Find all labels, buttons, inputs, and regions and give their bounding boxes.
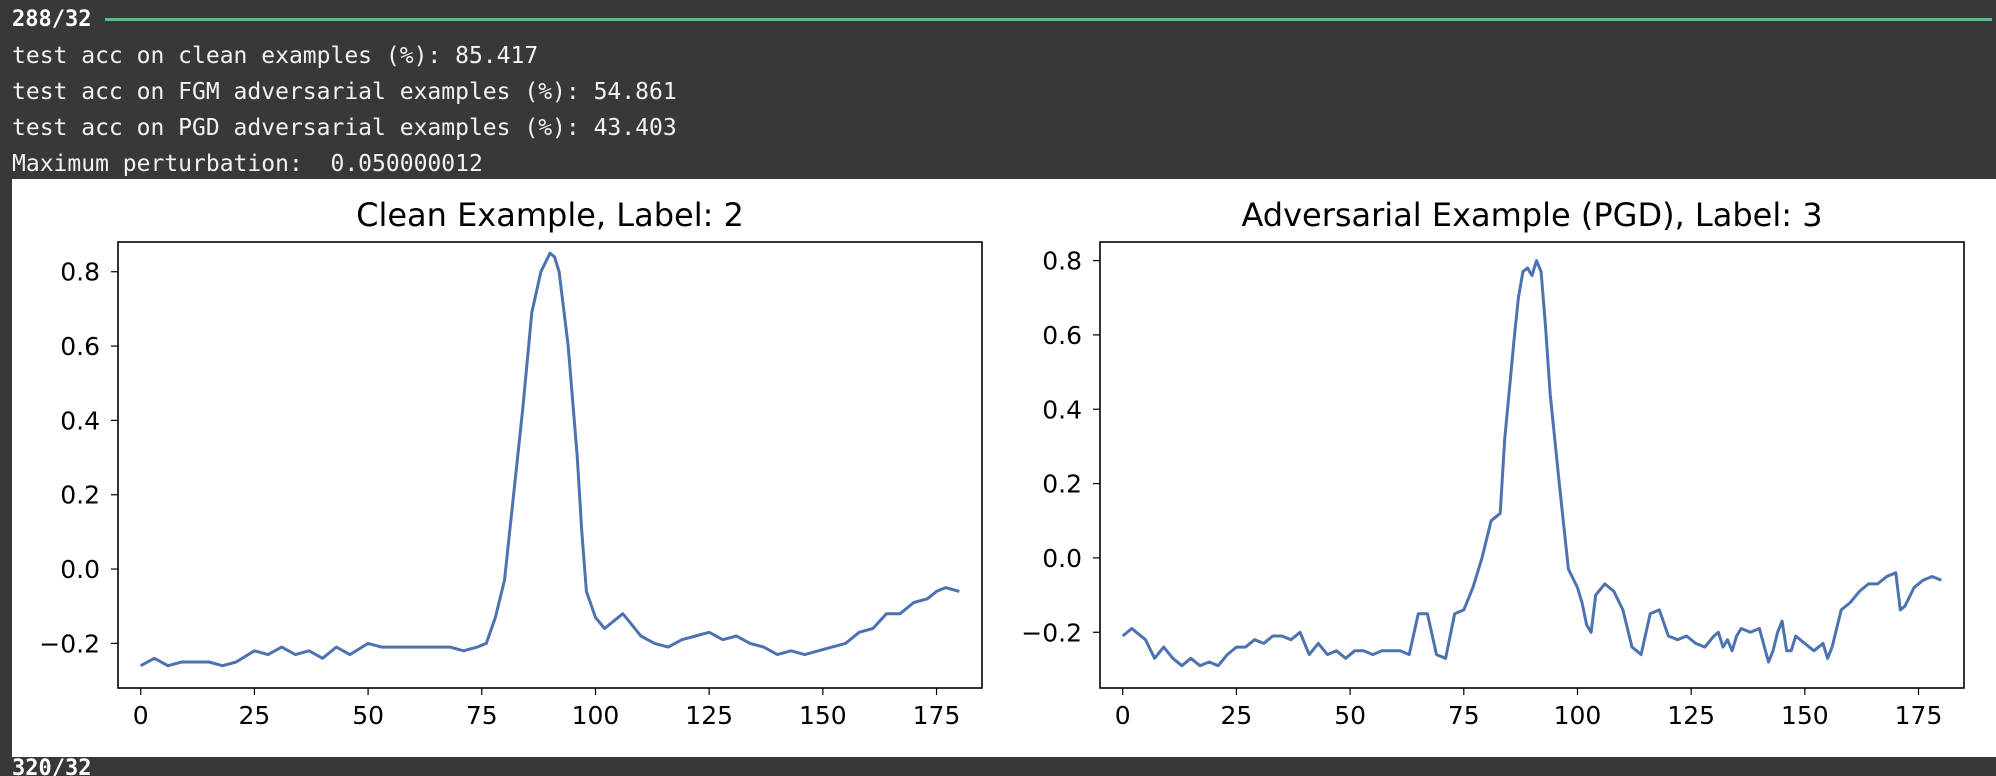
- chart-2-ytick-label: 0.2: [1042, 470, 1082, 499]
- chart-1-xtick-label: 150: [799, 701, 847, 730]
- chart-2-series-line: [1121, 259, 1942, 668]
- progress-bar: [105, 17, 1992, 21]
- progress-label: 288/32: [12, 6, 92, 32]
- chart-2-title: Adversarial Example (PGD), Label: 3: [1241, 196, 1822, 234]
- chart-1-axes-frame: [117, 241, 983, 689]
- chart-2-ytick-label: −0.2: [1021, 618, 1082, 647]
- chart-2-ytick-label: 0.4: [1042, 395, 1082, 424]
- progress-line-top: 288/32: [12, 4, 1992, 34]
- chart-1-xtick-label: 100: [572, 701, 620, 730]
- chart-2-xtick-label: 150: [1781, 701, 1829, 730]
- chart-2-xtick-label: 0: [1115, 701, 1131, 730]
- chart-1-ytick-label: 0.4: [60, 406, 100, 435]
- chart-1-xtick-label: 0: [133, 701, 149, 730]
- log-line-fgm-acc: test acc on FGM adversarial examples (%)…: [12, 79, 677, 105]
- log-line-clean-acc: test acc on clean examples (%): 85.417: [12, 43, 539, 69]
- chart-1-ytick-label: 0.8: [60, 258, 100, 287]
- progress-line-bottom: 320/32: [12, 757, 92, 776]
- chart-1-ytick-label: 0.2: [60, 481, 100, 510]
- chart-1-xtick-label: 75: [466, 701, 498, 730]
- chart-1-ytick-label: 0.0: [60, 555, 100, 584]
- chart-2-xtick-label: 100: [1554, 701, 1602, 730]
- chart-2-xtick-label: 50: [1334, 701, 1366, 730]
- chart-2-ytick-label: 0.8: [1042, 247, 1082, 276]
- figure-output: Clean Example, Label: 2 0 25 50 75 100 125 150 1…: [12, 179, 1996, 757]
- chart-1-xtick-label: 125: [685, 701, 733, 730]
- chart-2-ytick-label: 0.6: [1042, 321, 1082, 350]
- figure-svg: Clean Example, Label: 2 0 25 50 75 100 125 150 1…: [39, 196, 1965, 730]
- chart-1-ytick-label: 0.6: [60, 332, 100, 361]
- chart-2-xtick-label: 175: [1895, 701, 1943, 730]
- log-line-pgd-acc: test acc on PGD adversarial examples (%)…: [12, 115, 677, 141]
- chart-1-xtick-label: 50: [352, 701, 384, 730]
- chart-2-xtick-label: 125: [1667, 701, 1715, 730]
- chart-1-ytick-label: −0.2: [39, 629, 100, 658]
- chart-1-title: Clean Example, Label: 2: [356, 196, 744, 234]
- chart-1-xtick-label: 175: [913, 701, 961, 730]
- chart-2-axes-frame: [1099, 241, 1965, 689]
- chart-2-xtick-label: 75: [1448, 701, 1480, 730]
- progress-bar-fill: [105, 17, 1992, 21]
- chart-2-xtick-label: 25: [1221, 701, 1253, 730]
- chart-2-ytick-label: 0.0: [1042, 544, 1082, 573]
- output-log: test acc on clean examples (%): 85.417 t…: [12, 38, 677, 182]
- chart-1-xtick-label: 25: [239, 701, 271, 730]
- log-line-max-perturbation: Maximum perturbation: 0.050000012: [12, 151, 483, 177]
- chart-1-series-line: [139, 251, 960, 668]
